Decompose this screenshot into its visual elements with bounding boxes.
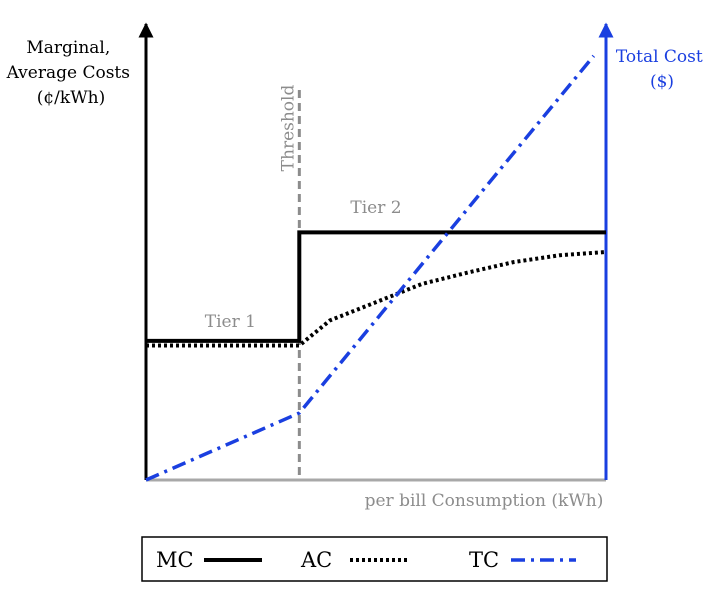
x-axis-label: per bill Consumption (kWh) xyxy=(365,491,604,511)
tier-2-label: Tier 2 xyxy=(350,198,401,218)
legend: MC AC TC xyxy=(141,536,608,582)
legend-label-mc: MC xyxy=(156,548,194,572)
right-axis-label: Total Cost ($) xyxy=(616,47,708,92)
series-mc-line xyxy=(146,230,606,343)
legend-label-ac: AC xyxy=(300,548,332,572)
threshold-label: Threshold xyxy=(278,85,298,172)
legend-label-tc: TC xyxy=(469,548,499,572)
series-tc-line xyxy=(145,54,596,482)
left-axis-label: Marginal, Average Costs (¢/kWh) xyxy=(6,38,136,108)
tier-1-label: Tier 1 xyxy=(205,312,256,332)
